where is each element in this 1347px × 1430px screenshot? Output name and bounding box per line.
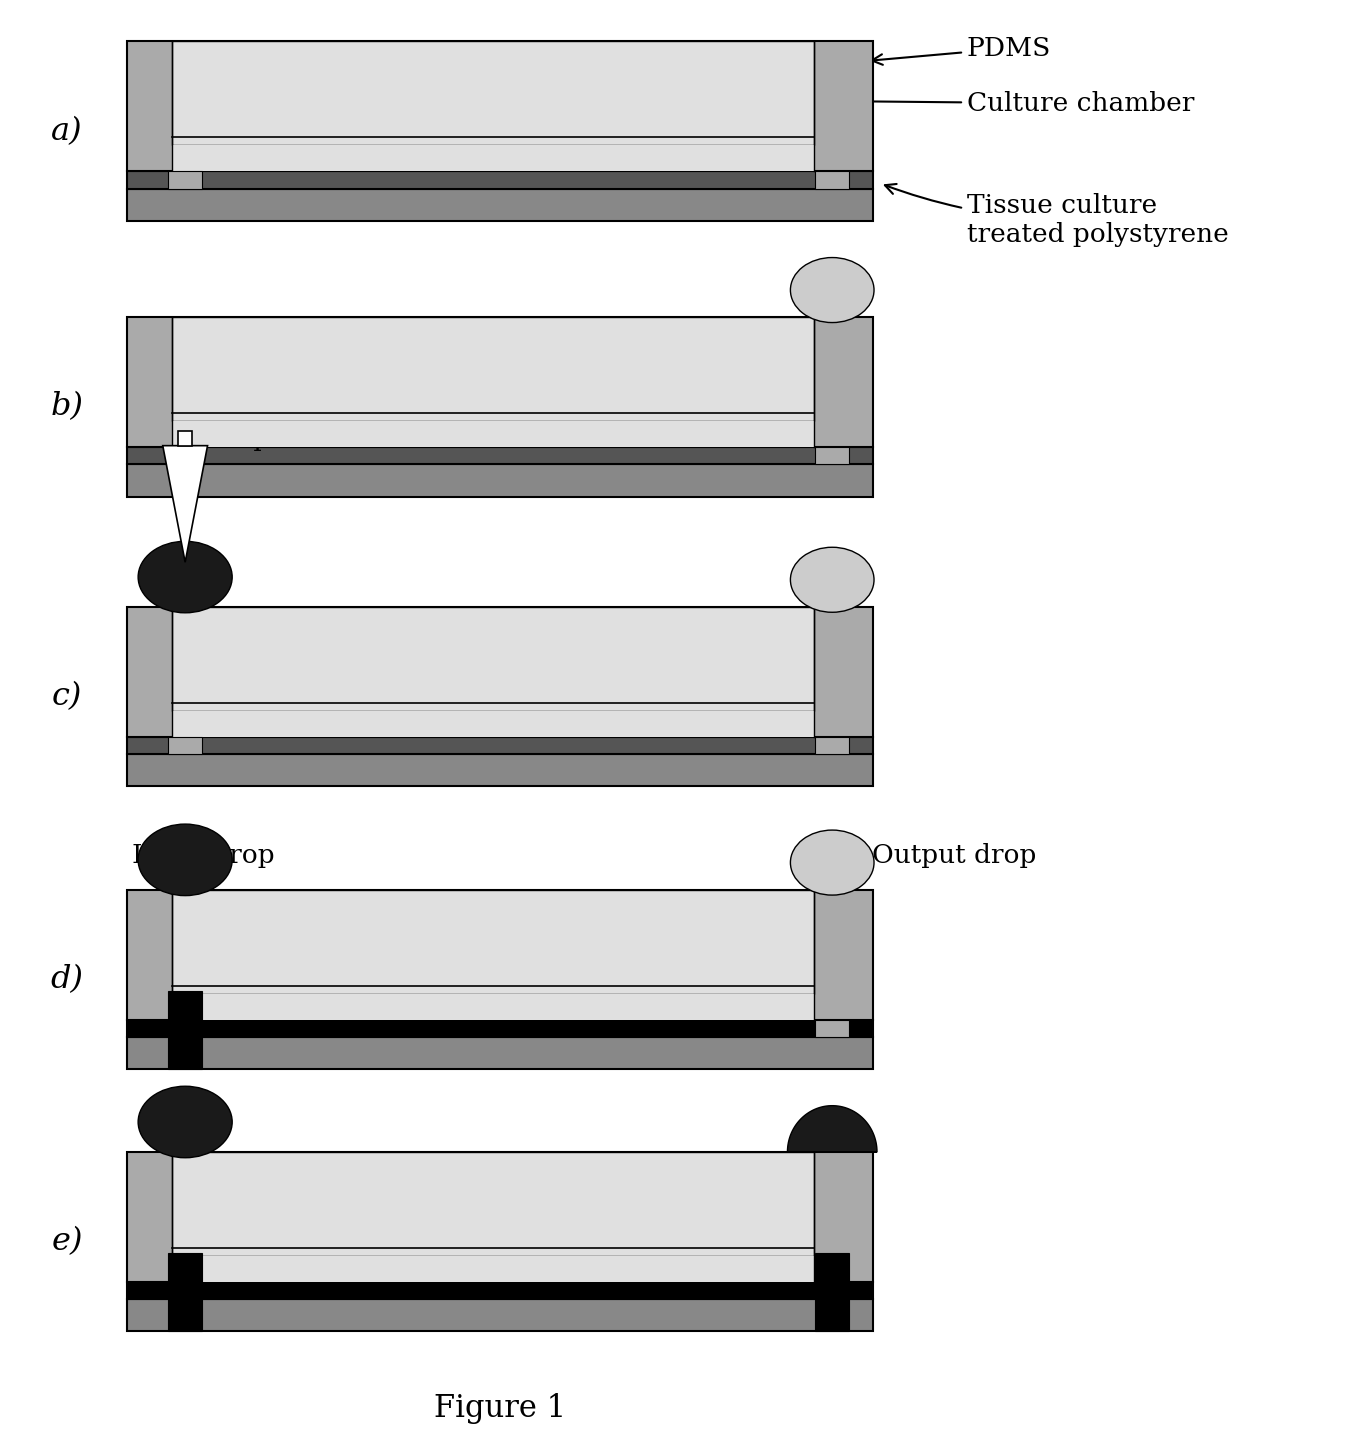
Bar <box>815 172 849 189</box>
Bar <box>127 1153 873 1283</box>
Bar <box>171 889 814 994</box>
Ellipse shape <box>791 829 874 895</box>
Polygon shape <box>163 446 207 562</box>
Bar <box>168 1254 202 1331</box>
Bar <box>127 189 873 220</box>
Text: Input drop: Input drop <box>132 844 275 868</box>
Text: a): a) <box>51 116 82 147</box>
Bar <box>127 1283 873 1298</box>
Ellipse shape <box>139 1087 232 1158</box>
Bar <box>815 736 849 754</box>
Bar <box>171 146 814 172</box>
Text: Output drop: Output drop <box>873 844 1037 868</box>
Bar <box>171 608 814 711</box>
Bar <box>127 754 873 786</box>
Bar <box>171 317 814 422</box>
Text: Culture chamber: Culture chamber <box>722 92 1195 116</box>
Bar <box>178 432 191 446</box>
Bar <box>127 1037 873 1070</box>
Bar <box>168 991 202 1070</box>
Text: e): e) <box>51 1226 82 1257</box>
Bar <box>127 41 873 172</box>
Bar <box>171 422 814 448</box>
Text: Figure 1: Figure 1 <box>434 1393 566 1424</box>
Ellipse shape <box>791 548 874 612</box>
Ellipse shape <box>139 824 232 895</box>
Text: PDMS: PDMS <box>872 36 1051 64</box>
Bar <box>127 608 873 736</box>
Bar <box>815 1254 849 1331</box>
Bar <box>127 889 873 1020</box>
Bar <box>127 736 873 754</box>
Bar <box>168 172 202 189</box>
Bar <box>815 448 849 465</box>
Text: d): d) <box>50 964 84 995</box>
Ellipse shape <box>139 542 232 613</box>
Text: Pipette: Pipette <box>228 426 323 450</box>
Bar <box>127 1298 873 1331</box>
Ellipse shape <box>791 257 874 323</box>
Bar <box>127 448 873 465</box>
Bar <box>171 41 814 146</box>
Text: Tissue culture
treated polystyrene: Tissue culture treated polystyrene <box>885 184 1228 247</box>
Bar <box>168 448 202 465</box>
Bar <box>171 711 814 736</box>
Bar <box>127 1020 873 1037</box>
Text: c): c) <box>51 681 82 712</box>
Bar <box>171 994 814 1020</box>
Bar <box>127 172 873 189</box>
Bar <box>127 465 873 496</box>
Text: b): b) <box>50 392 84 422</box>
Bar <box>127 317 873 448</box>
Bar <box>171 1153 814 1256</box>
Bar <box>815 1020 849 1037</box>
Polygon shape <box>788 1105 877 1153</box>
Bar <box>168 736 202 754</box>
Bar <box>171 1256 814 1283</box>
